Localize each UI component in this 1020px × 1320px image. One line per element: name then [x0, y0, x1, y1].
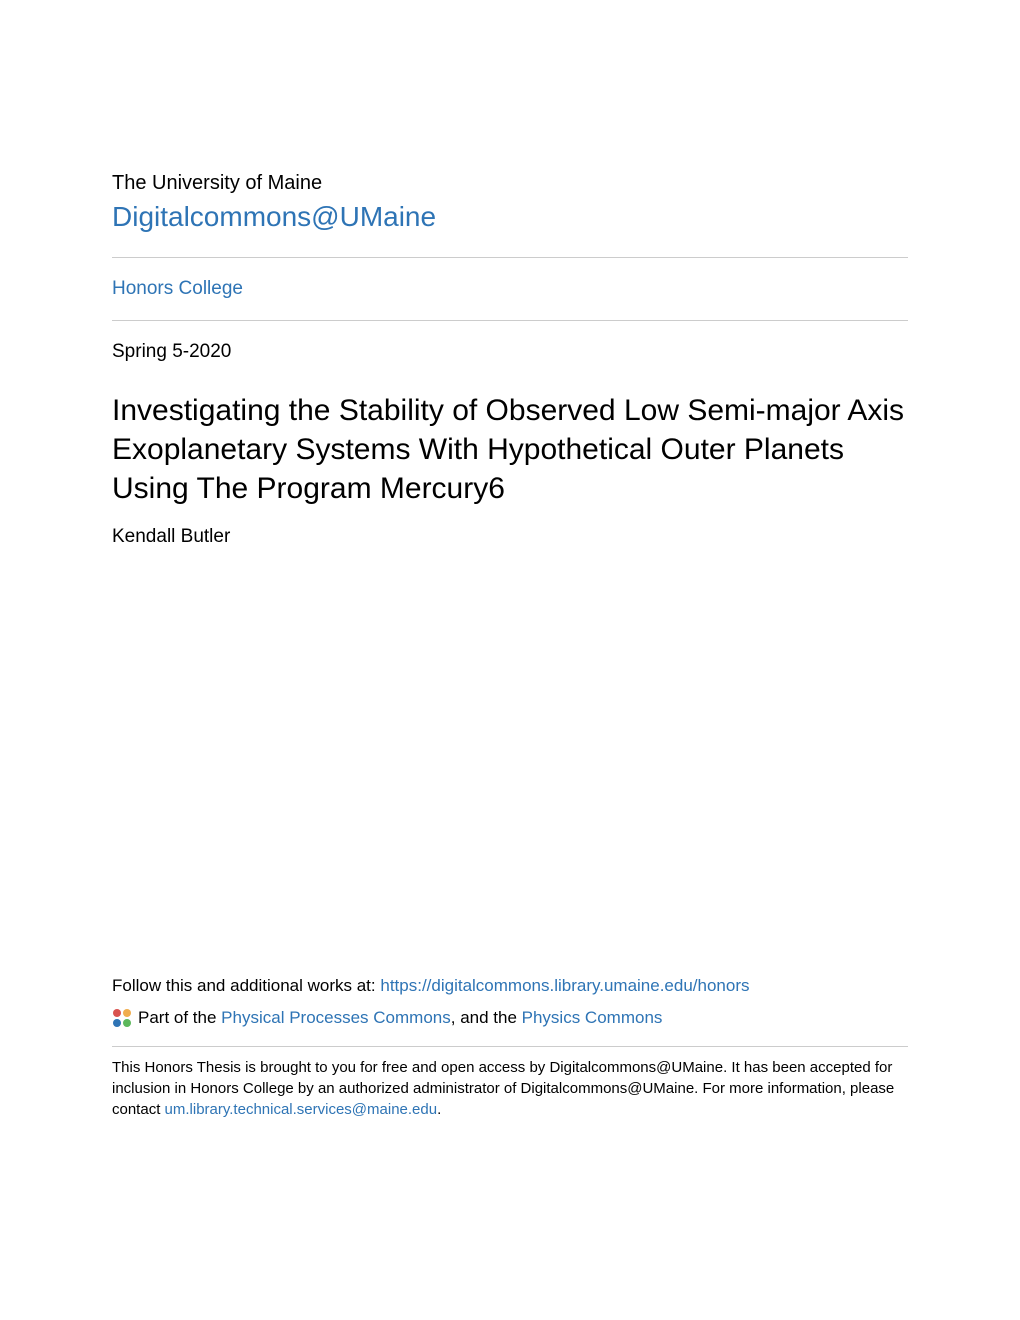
repository-link[interactable]: Digitalcommons@UMaine — [112, 201, 436, 233]
part-of-line: Part of the Physical Processes Commons, … — [112, 1008, 908, 1028]
part-of-prefix: Part of the — [138, 1008, 221, 1027]
divider-bottom — [112, 320, 908, 321]
publication-date: Spring 5-2020 — [112, 341, 908, 363]
part-of-text: Part of the Physical Processes Commons, … — [138, 1008, 662, 1028]
institution-name: The University of Maine — [112, 172, 908, 195]
network-icon — [112, 1008, 132, 1028]
collection-link[interactable]: Honors College — [112, 278, 243, 300]
paper-title: Investigating the Stability of Observed … — [112, 391, 908, 508]
footer-note: This Honors Thesis is brought to you for… — [112, 1047, 908, 1120]
footer-text-after: . — [437, 1101, 441, 1118]
cover-page: The University of Maine Digitalcommons@U… — [0, 0, 1020, 1320]
commons-link-2[interactable]: Physics Commons — [522, 1008, 663, 1027]
footer-block: Follow this and additional works at: htt… — [112, 976, 908, 1120]
follow-line: Follow this and additional works at: htt… — [112, 976, 908, 996]
contact-email-link[interactable]: um.library.technical.services@maine.edu — [165, 1101, 438, 1118]
commons-link-1[interactable]: Physical Processes Commons — [221, 1008, 451, 1027]
divider-top — [112, 257, 908, 258]
follow-url-link[interactable]: https://digitalcommons.library.umaine.ed… — [380, 976, 749, 995]
part-of-middle: , and the — [451, 1008, 522, 1027]
follow-prefix: Follow this and additional works at: — [112, 976, 380, 995]
author-name: Kendall Butler — [112, 526, 908, 548]
